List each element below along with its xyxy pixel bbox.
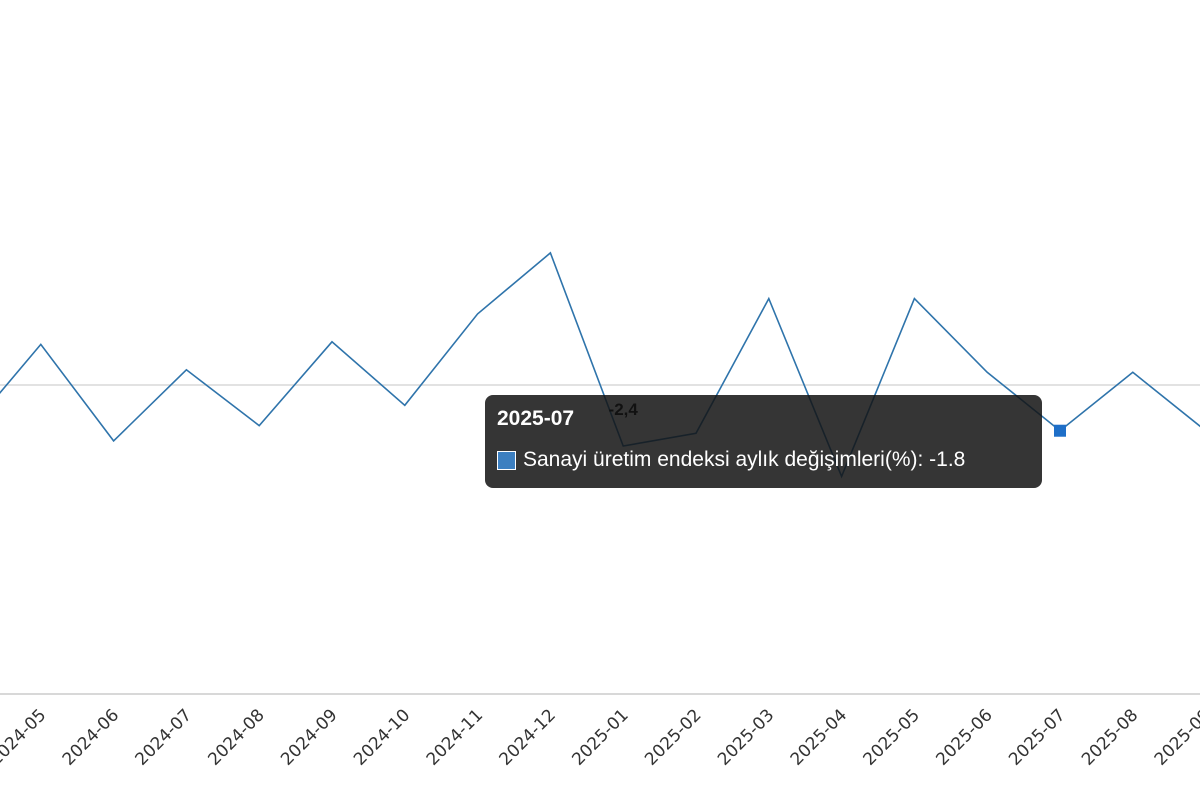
x-tick-label: 2025-03	[714, 705, 778, 769]
series-layer	[0, 251, 1200, 479]
x-tick-label: 2024-08	[204, 705, 268, 769]
x-tick-label: 2025-07	[1005, 705, 1069, 769]
x-tick-label: 2024-09	[277, 705, 341, 769]
x-tick-label: 2024-12	[496, 705, 560, 769]
x-tick-label: 2025-05	[860, 705, 924, 769]
x-tick-label: 2025-01	[568, 705, 632, 769]
tooltip: 2025-07 Sanayi üretim endeksi aylık deği…	[485, 395, 1042, 488]
tooltip-series-value: Sanayi üretim endeksi aylık değişimleri(…	[523, 448, 966, 471]
x-tick-label: 2024-11	[423, 705, 487, 769]
x-tick-label: 2025-02	[641, 705, 705, 769]
x-tick-label: 2025-04	[787, 705, 851, 769]
x-tick-label: 2024-07	[132, 705, 196, 769]
x-tick-label: 2024-10	[350, 705, 414, 769]
x-tick-labels: 2024-05 2024-06 2024-07 2024-08 2024-09 2024-…	[0, 705, 1200, 769]
hover-point-marker[interactable]	[1054, 424, 1066, 437]
marker-layer[interactable]	[1054, 424, 1066, 437]
tooltip-title: 2025-07	[497, 407, 575, 430]
tooltip-body: Sanayi üretim endeksi aylık değişimleri(…	[497, 447, 1030, 473]
x-tick-label: 2025-06	[932, 705, 996, 769]
x-tick-label: 2025-08	[1078, 705, 1142, 769]
series-color-swatch	[497, 450, 516, 470]
x-tick-label: 2024-06	[59, 705, 123, 769]
x-tick-label: 2025-09	[1151, 705, 1200, 769]
series-line	[0, 251, 1200, 479]
x-tick-label: 2024-05	[0, 705, 50, 769]
